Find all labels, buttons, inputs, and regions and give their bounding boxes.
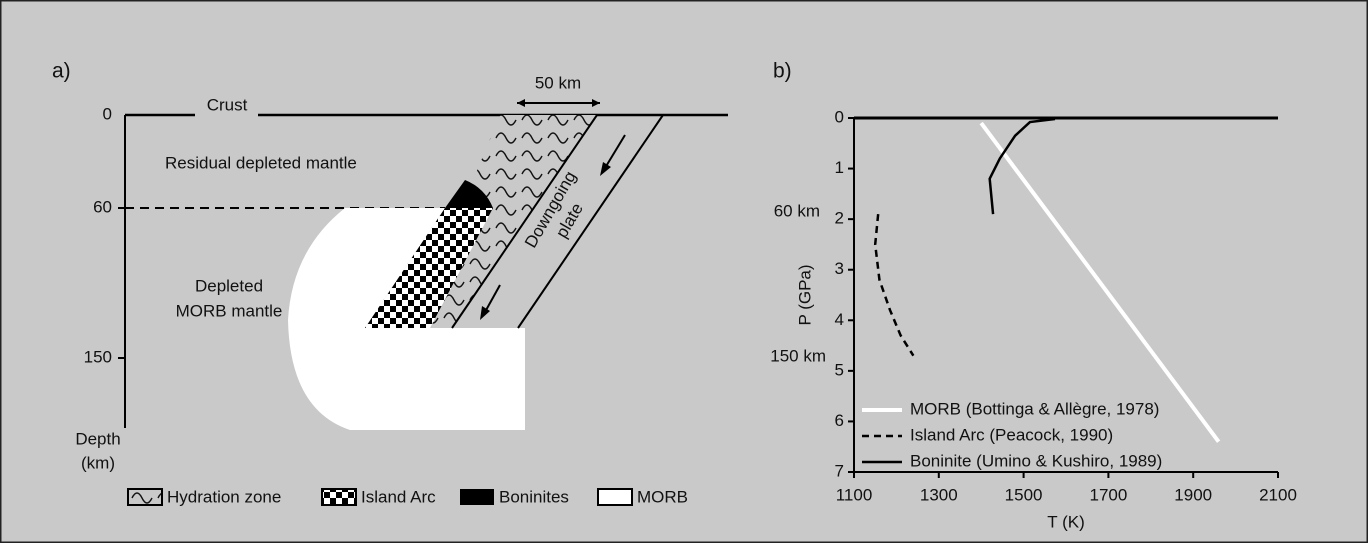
y-tick-label: 4 [835, 310, 844, 329]
arrow [604, 134, 626, 169]
y-tick-label: 7 [835, 461, 844, 480]
legend-swatch [127, 488, 163, 506]
x-tick-label: 1100 [836, 485, 873, 504]
depth-label: (km) [81, 453, 115, 472]
x-tick-label: 1300 [920, 485, 958, 504]
annotation: 60 km [774, 201, 820, 220]
x-axis-label: T (K) [1047, 512, 1084, 531]
boninite-zone [445, 180, 493, 208]
legend-swatch [597, 488, 633, 506]
y-tick-label: 6 [835, 411, 844, 430]
x-tick-label: 1500 [1005, 485, 1043, 504]
y-tick-label: 2 [835, 209, 844, 228]
y-tick-label: 0 [835, 107, 844, 126]
region-label: Residual depleted mantle [165, 153, 357, 172]
y-axis-label: P (GPa) [795, 264, 814, 325]
panel-label: a) [52, 60, 71, 83]
crust-label: Crust [207, 95, 248, 114]
region-label: MORB mantle [176, 301, 283, 320]
legend-text: MORB (Bottinga & Allègre, 1978) [910, 399, 1159, 418]
legend-text: MORB [637, 487, 688, 506]
island-arc-zone [365, 208, 493, 328]
legend-swatch [460, 489, 494, 505]
panel-label: b) [773, 60, 792, 83]
annotation: 150 km [770, 346, 826, 365]
legend-swatch [321, 488, 357, 506]
depth-tick-label: 150 [84, 347, 112, 366]
morb-zone [288, 208, 525, 430]
arrow [484, 284, 501, 313]
x-tick-label: 1900 [1174, 485, 1212, 504]
legend-text: Boninite (Umino & Kushiro, 1989) [910, 451, 1162, 470]
x-tick-label: 2100 [1259, 485, 1297, 504]
arrow-head [480, 306, 490, 320]
legend-text: Island Arc [361, 487, 436, 506]
arrow-head [600, 162, 611, 176]
scale-label: 50 km [535, 73, 581, 92]
depth-tick-label: 60 [93, 197, 112, 216]
hydration-zone [412, 115, 597, 328]
x-tick-label: 1700 [1089, 485, 1127, 504]
slab-top [451, 114, 598, 329]
series-line [873, 213, 915, 357]
series-line [988, 117, 1056, 215]
legend-text: Hydration zone [167, 487, 281, 506]
y-tick-label: 5 [835, 360, 844, 379]
slab-bottom [517, 114, 664, 329]
region-label: Depleted [195, 276, 263, 295]
depth-label: Depth [75, 429, 120, 448]
y-tick-label: 3 [835, 259, 844, 278]
series-line [979, 121, 1221, 443]
legend-text: Boninites [499, 487, 569, 506]
legend-text: Island Arc (Peacock, 1990) [910, 425, 1113, 444]
y-tick-label: 1 [835, 158, 844, 177]
depth-tick-label: 0 [103, 104, 112, 123]
